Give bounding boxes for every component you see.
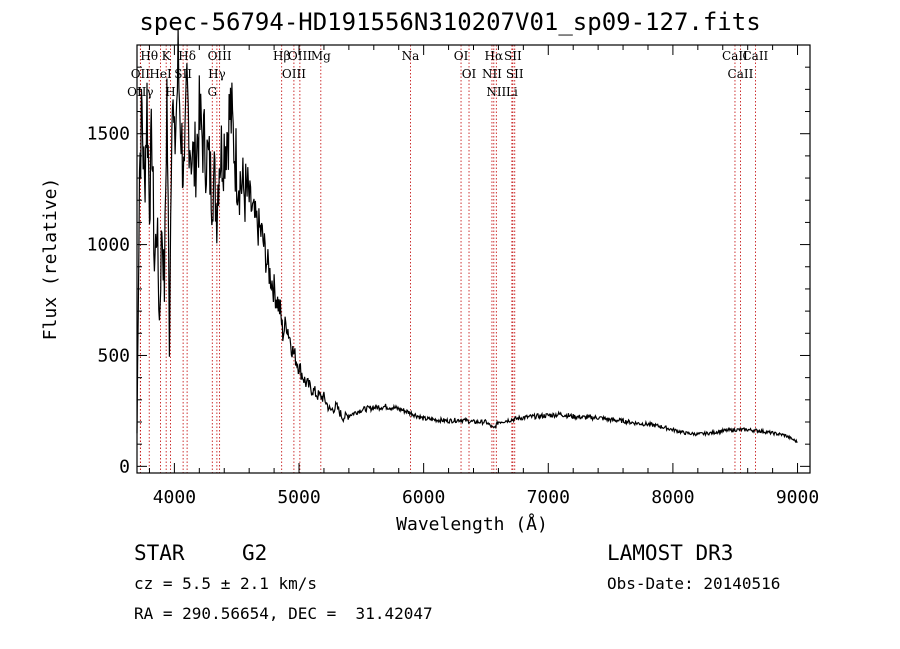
coordinates: RA = 290.56654, DEC = 31.42047 — [134, 604, 433, 623]
x-axis-label: Wavelength (Å) — [396, 513, 548, 535]
y-tick-label: 1500 — [87, 124, 130, 145]
line-label-Hα: Hα — [485, 49, 504, 63]
line-label-SII: SII — [506, 67, 524, 81]
observation-date: Obs-Date: 20140516 — [607, 574, 781, 593]
x-tick-label: 6000 — [402, 487, 445, 508]
line-label-OI: OI — [462, 67, 477, 81]
x-tick-label: 4000 — [153, 487, 196, 508]
line-label-CaII: CaII — [728, 67, 754, 81]
y-axis-ticks: 0 500 1000 1500 — [87, 66, 810, 477]
object-subclass: G2 — [242, 541, 268, 565]
line-label-OIII: OIII — [288, 49, 312, 63]
line-label-G: G — [207, 85, 217, 99]
line-label-OIIγ: OIIγ — [127, 85, 154, 99]
line-label-Hβ: Hβ — [273, 49, 290, 63]
line-label-Hδ: Hδ — [178, 49, 196, 63]
survey-name: LAMOST DR3 — [607, 541, 734, 565]
spectrum-line — [136, 29, 798, 444]
line-label-Li: Li — [506, 85, 518, 99]
y-tick-label: 0 — [119, 456, 130, 477]
x-tick-label: 5000 — [277, 487, 320, 508]
line-label-Hθ: Hθ — [140, 49, 158, 63]
x-tick-label: 9000 — [776, 487, 819, 508]
line-label-NII: NII — [486, 85, 506, 99]
line-label-OI: OI — [454, 49, 469, 63]
redshift-cz: cz = 5.5 ± 2.1 km/s — [134, 574, 318, 593]
y-tick-label: 500 — [97, 345, 130, 366]
spectral-line-markers — [139, 45, 756, 473]
y-tick-label: 1000 — [87, 235, 130, 256]
line-label-H: H — [165, 85, 175, 99]
y-axis-label: Flux (relative) — [40, 178, 61, 341]
line-label-K: K — [162, 49, 172, 63]
line-label-CaII: CaII — [742, 49, 768, 63]
line-label-Hγ: Hγ — [208, 67, 226, 81]
line-label-OIII: OIII — [282, 67, 306, 81]
line-label-OIII: OIII — [208, 49, 232, 63]
x-tick-label: 8000 — [651, 487, 694, 508]
object-class: STAR — [134, 541, 185, 565]
line-label-OII: OII — [131, 67, 151, 81]
plot-frame — [136, 44, 811, 474]
chart-title: spec-56794-HD191556N310207V01_sp09-127.f… — [139, 8, 761, 36]
x-tick-label: 7000 — [527, 487, 570, 508]
line-label-SII: SII — [174, 67, 192, 81]
line-label-NII: NII — [482, 67, 502, 81]
x-axis-ticks: 4000 5000 6000 7000 8000 9000 — [148, 45, 819, 508]
line-label-HeI: HeI — [149, 67, 172, 81]
line-label-SII: SII — [504, 49, 522, 63]
line-label-CaII: CaII — [722, 49, 748, 63]
line-label-Mg: Mg — [311, 49, 331, 63]
line-label-Na: Na — [402, 49, 420, 63]
